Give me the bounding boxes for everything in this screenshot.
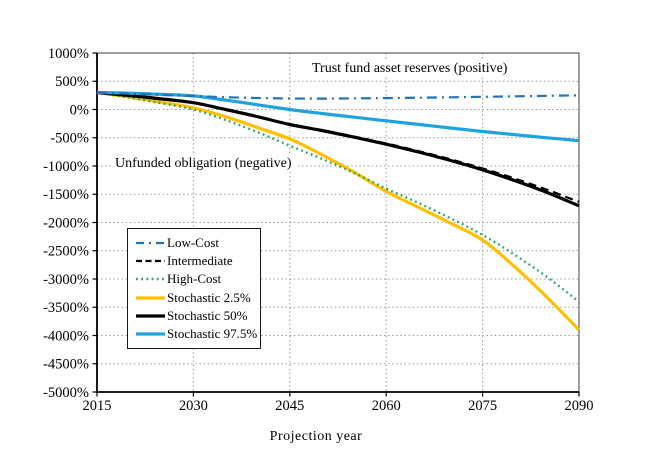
legend-item-high-cost: High-Cost xyxy=(135,270,258,288)
legend-label: Intermediate xyxy=(167,253,233,269)
legend-label: Low-Cost xyxy=(167,235,219,250)
legend-item-stochastic-97-5: Stochastic 97.5% xyxy=(135,325,258,343)
y-tick-label: -2500% xyxy=(43,244,89,260)
legend-line-sample-icon xyxy=(136,260,165,263)
series-line-stochastic-97-5 xyxy=(96,90,580,143)
legend-item-low-cost: Low-Cost xyxy=(135,234,258,252)
series-line-intermediate xyxy=(96,91,580,203)
y-tick-label: -4000% xyxy=(43,328,89,344)
legend: Low-Cost Intermediate High-Cost Stochastic … xyxy=(127,228,261,349)
x-tick-label: 2075 xyxy=(468,398,497,414)
legend-label: Stochastic 97.5% xyxy=(167,325,258,341)
legend-item-stochastic-50: Stochastic 50% xyxy=(135,307,258,325)
legend-item-intermediate: Intermediate xyxy=(135,252,258,270)
y-tick-label: 0% xyxy=(70,102,89,118)
x-tick-label: 2090 xyxy=(565,398,594,414)
y-tick-label: -500% xyxy=(50,131,89,147)
legend-line-sample-icon xyxy=(136,278,165,281)
series-line-stochastic-50 xyxy=(96,90,580,208)
series-line-low-cost xyxy=(96,91,580,100)
legend-line-sample-icon xyxy=(136,241,165,245)
legend-label: Stochastic 2.5% xyxy=(167,289,251,305)
y-tick-label: -4500% xyxy=(43,357,89,373)
annotation-unfunded-obligation: Unfunded obligation (negative) xyxy=(112,155,295,172)
legend-line-sample-icon xyxy=(136,332,165,336)
x-tick-label: 2030 xyxy=(179,398,208,414)
y-tick-label: -5000% xyxy=(43,385,89,401)
y-tick-label: -1000% xyxy=(43,159,89,175)
x-tick-label: 2045 xyxy=(275,398,304,414)
legend-line-sample-icon xyxy=(136,295,165,300)
legend-line-sample-icon xyxy=(136,314,165,318)
legend-item-stochastic-2-5: Stochastic 2.5% xyxy=(135,289,258,307)
y-tick-label: -2000% xyxy=(43,215,89,231)
y-tick-label: 1000% xyxy=(48,46,89,62)
series-line-stochastic-2-5 xyxy=(96,90,581,332)
series-line-high-cost xyxy=(96,91,580,303)
y-tick-label: -1500% xyxy=(43,187,89,203)
y-tick-label: -3000% xyxy=(43,272,89,288)
legend-label: High-Cost xyxy=(167,271,222,287)
x-axis-title: Projection year xyxy=(269,429,363,444)
y-tick-label: -3500% xyxy=(43,300,89,316)
x-tick-label: 2015 xyxy=(83,398,112,414)
annotation-trust-fund: Trust fund asset reserves (positive) xyxy=(309,60,511,77)
legend-label: Stochastic 50% xyxy=(167,307,248,323)
y-tick-label: 500% xyxy=(55,74,89,90)
x-tick-label: 2060 xyxy=(372,398,401,414)
